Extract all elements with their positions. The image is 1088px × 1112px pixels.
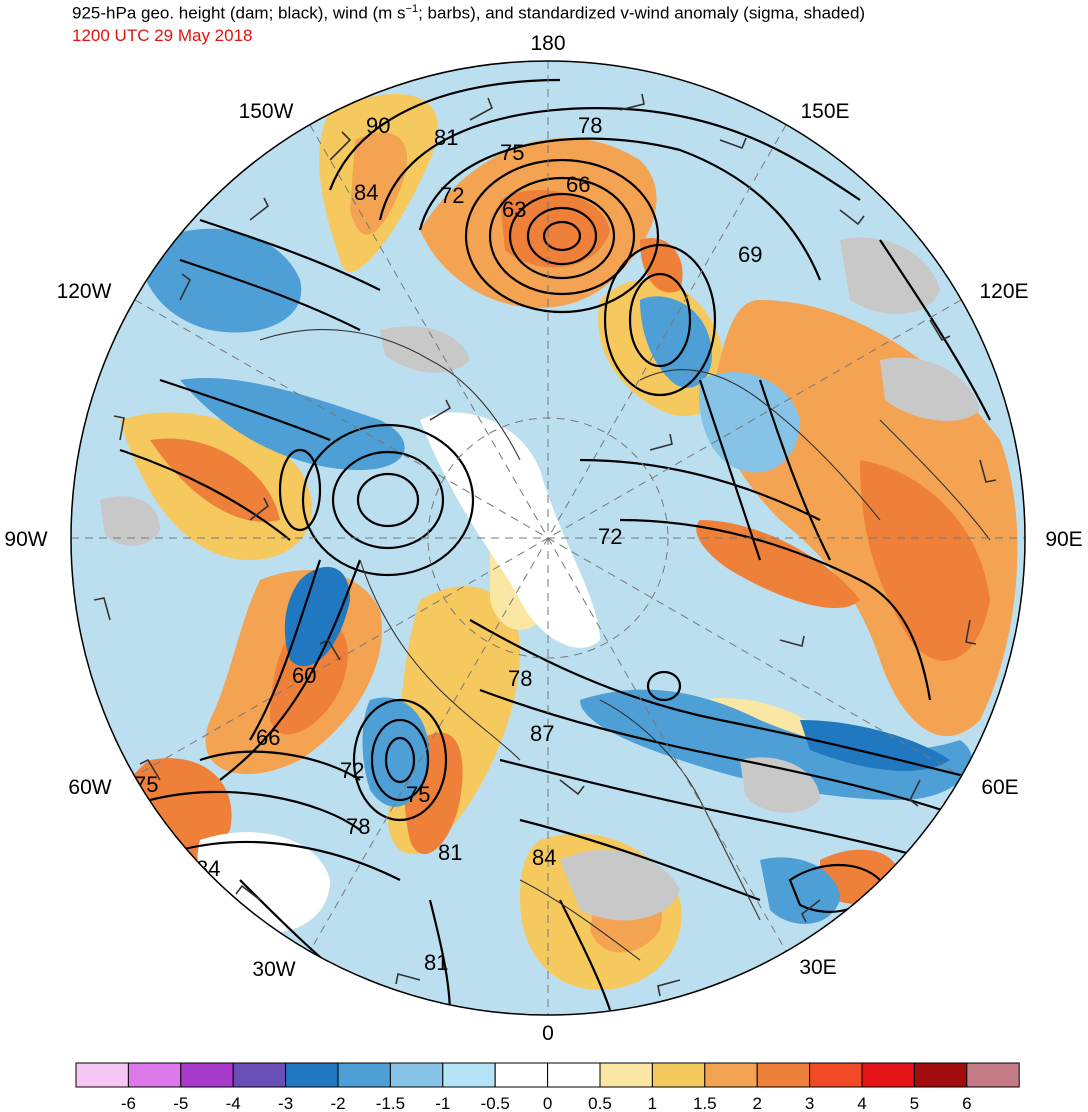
height-contours [119,78,1001,1015]
lon-label-150e: 150E [800,100,849,123]
map-field: 90 81 78 75 72 66 63 84 69 72 60 66 72 7… [71,61,1025,1015]
contour-label: 69 [738,242,762,267]
colorbar: -6 -5 -4 -3 -2 -1.5 -1 -0.5 0 0.5 1 1.5 2 3 4 5 6 [75,1062,1020,1112]
colorbar-swatch [756,1062,811,1088]
contour-label: 78 [346,814,370,839]
colorbar-swatch [232,1062,287,1088]
contour-label: 75 [134,772,158,797]
colorbar-tick-label: -1 [435,1094,450,1112]
contour-label: 81 [438,840,462,865]
colorbar-swatch [966,1062,1020,1088]
colorbar-swatch [913,1062,968,1088]
graticule [71,61,1025,1015]
lon-label-120e: 120E [979,280,1028,303]
contour-label: 75 [500,140,524,165]
colorbar-swatch [494,1062,549,1088]
contour-label: 81 [434,125,458,150]
lon-label-180: 180 [530,32,565,55]
contour-value-labels: 90 81 78 75 72 66 63 84 69 72 60 66 72 7… [134,113,762,975]
contour-label: 66 [256,725,280,750]
contour-label: 81 [424,950,448,975]
figure-title: 925-hPa geo. height (dam; black), wind (… [72,3,866,23]
colorbar-swatch [337,1062,391,1088]
contour-label: 60 [292,663,316,688]
contour-label: 72 [598,524,622,549]
lon-label-60e: 60E [981,776,1018,799]
colorbar-tick-label: 1 [648,1094,657,1112]
colorbar-tick-label: 4 [857,1094,866,1112]
colorbar-tick-label: -1.5 [376,1094,405,1112]
colorbar-tick-label: -3 [278,1094,293,1112]
lon-label-150w: 150W [239,100,294,123]
colorbar-tick-label: 0.5 [588,1094,612,1112]
colorbar-tick-label: 5 [910,1094,919,1112]
colorbar-swatch [809,1062,863,1088]
colorbar-tick-label: -5 [173,1094,188,1112]
map-boundary [70,60,1026,1016]
contour-label: 66 [566,172,590,197]
colorbar-tick-label: 0 [543,1094,552,1112]
contour-label: 87 [530,721,554,746]
contour-label: 72 [440,183,464,208]
lon-label-0: 0 [542,1022,554,1045]
colorbar-swatch [861,1062,915,1088]
colorbar-swatch [180,1062,234,1088]
colorbar-swatch [442,1062,496,1088]
contour-label: 84 [532,845,556,870]
colorbar-swatch [127,1062,182,1088]
colorbar-tick-label: -6 [121,1094,136,1112]
contour-label: 75 [406,782,430,807]
lon-label-60w: 60W [68,776,111,799]
colorbar-tick-label: -4 [226,1094,241,1112]
lon-label-120w: 120W [57,280,112,303]
colorbar-tick-label: -0.5 [481,1094,510,1112]
colorbar-tick-label: 3 [805,1094,814,1112]
figure-subtitle-datetime: 1200 UTC 29 May 2018 [72,26,253,45]
colorbar-swatch [651,1062,706,1088]
contour-label: 84 [354,180,378,205]
contour-label: 90 [366,113,390,138]
contour-label: 78 [578,113,602,138]
colorbar-swatch [599,1062,653,1088]
lon-label-90w: 90W [4,528,47,551]
colorbar-swatch [704,1062,758,1088]
lon-label-30w: 30W [252,958,295,981]
colorbar-tick-label: 6 [962,1094,971,1112]
lon-label-90e: 90E [1045,528,1082,551]
coastlines [259,329,991,961]
colorbar-swatch [547,1062,601,1088]
contour-label: 84 [196,856,220,881]
contour-label: 78 [508,666,532,691]
contour-label: 63 [502,197,526,222]
colorbar-swatch [389,1062,444,1088]
colorbar-tick-label: 1.5 [693,1094,717,1112]
longitude-labels: 180 150E 120E 90E 60E 30E 0 30W 60W 90W … [4,32,1082,1045]
wind-barbs [93,93,997,997]
colorbar-tick-label: -2 [330,1094,345,1112]
lon-label-30e: 30E [799,956,836,979]
contour-label: 72 [340,758,364,783]
colorbar-swatch [75,1062,129,1088]
colorbar-swatch [285,1062,339,1088]
colorbar-tick-label: 2 [752,1094,761,1112]
